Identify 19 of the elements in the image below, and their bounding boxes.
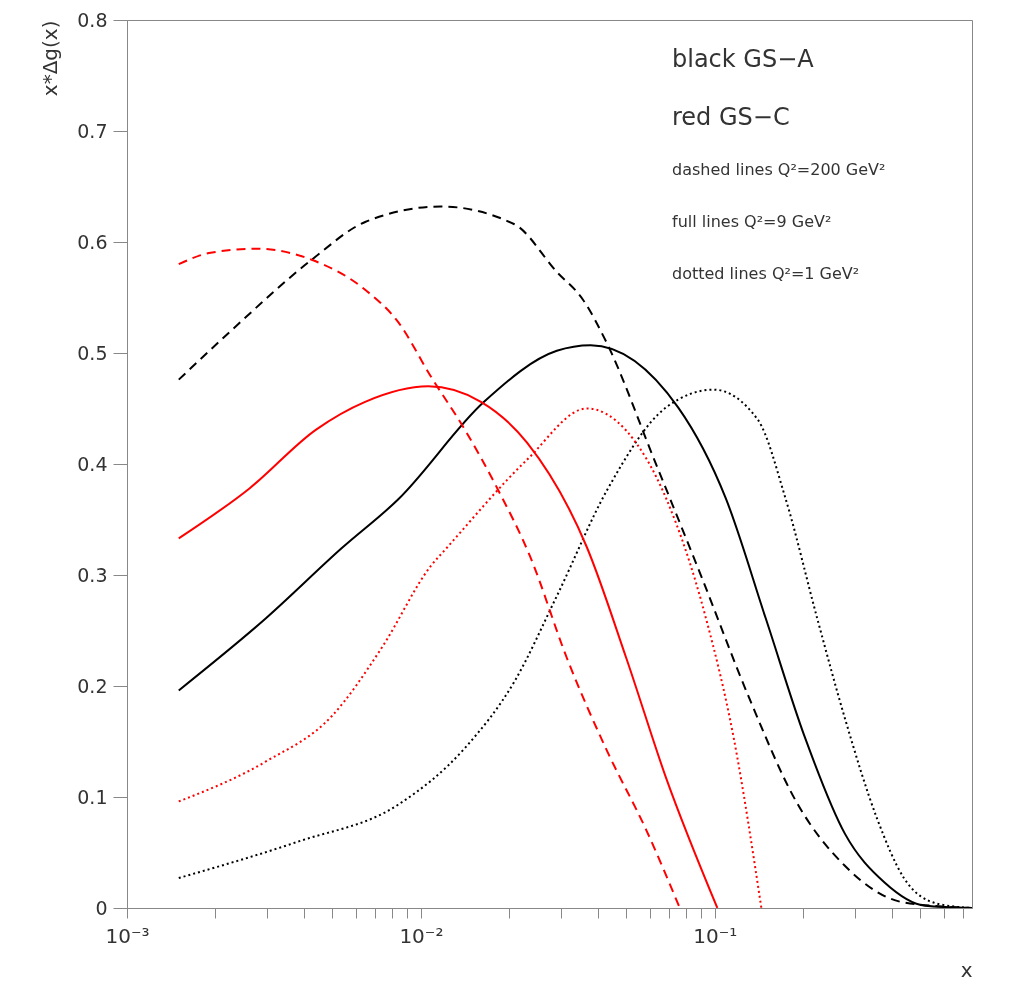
annotation: dashed lines Q²=200 GeV² bbox=[672, 160, 886, 179]
y-tick-label: 0.5 bbox=[77, 341, 108, 364]
x-tick-label: 10⁻³ bbox=[105, 923, 150, 948]
y-tick-label: 0.7 bbox=[77, 119, 108, 142]
annotation: red GS−C bbox=[672, 103, 790, 131]
y-tick-label: 0.6 bbox=[77, 230, 108, 253]
y-tick-label: 0 bbox=[95, 896, 108, 919]
y-tick-label: 0.1 bbox=[77, 785, 108, 808]
annotation: full lines Q²=9 GeV² bbox=[672, 212, 832, 231]
y-tick-label: 0.8 bbox=[77, 8, 108, 31]
y-tick-label: 0.4 bbox=[77, 452, 108, 475]
x-tick-label: 10⁻² bbox=[399, 923, 444, 948]
y-axis-title: x*Δg(x) bbox=[38, 20, 63, 97]
x-axis-title: x bbox=[960, 957, 973, 982]
annotation: dotted lines Q²=1 GeV² bbox=[672, 264, 860, 283]
annotation: black GS−A bbox=[672, 45, 815, 73]
y-tick-label: 0.2 bbox=[77, 674, 108, 697]
x-tick-label: 10⁻¹ bbox=[693, 923, 738, 948]
y-tick-label: 0.3 bbox=[77, 563, 108, 586]
